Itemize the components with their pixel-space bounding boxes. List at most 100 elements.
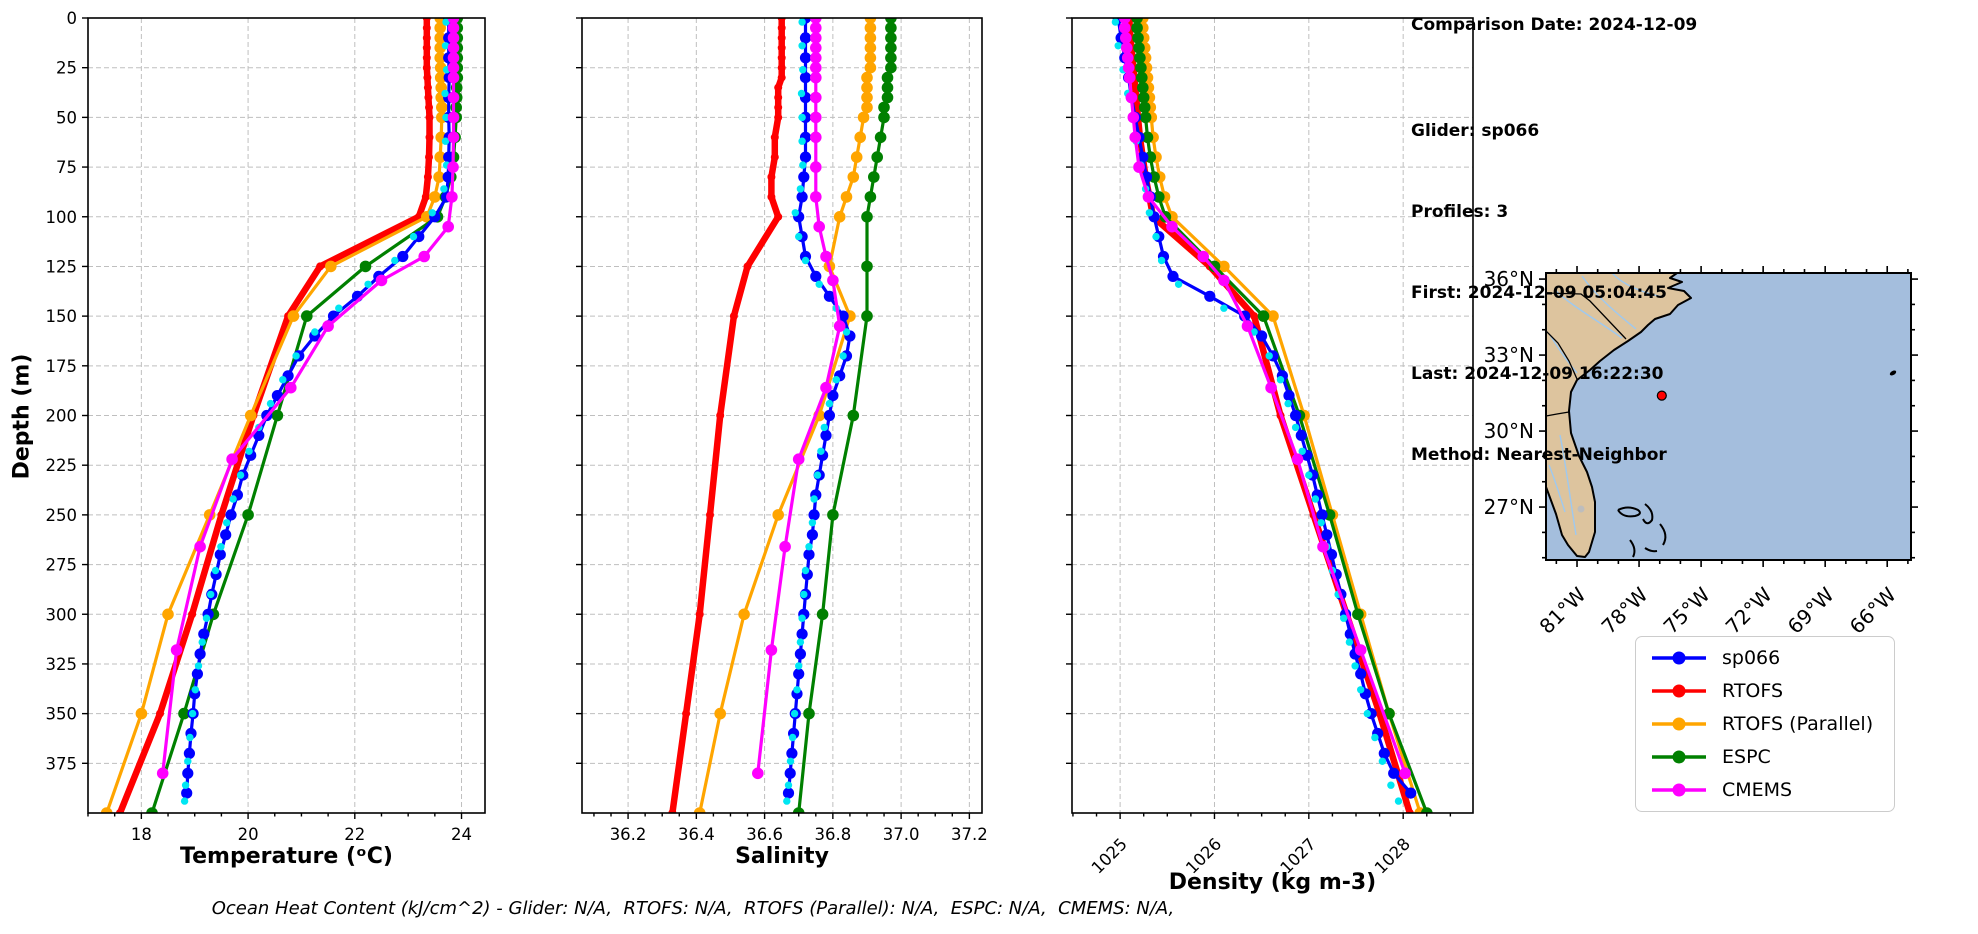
- legend: sp066 RTOFS RTOFS (Parallel) ESPC CMEMS: [1635, 636, 1895, 812]
- last-profile-time-text: Last: 2024-12-09 16:22:30: [1411, 364, 1664, 384]
- y-tick-label: 350: [46, 705, 78, 724]
- bermuda-island: [1889, 370, 1897, 376]
- x-tick-label: 18: [131, 825, 152, 844]
- markers-sp066-raw-salinity: [783, 18, 851, 805]
- x-tick-label: 36.4: [678, 825, 715, 844]
- y-tick-label: 50: [56, 108, 77, 127]
- island: [1642, 503, 1654, 525]
- map-ticks: [1539, 266, 1918, 567]
- legend-marker-icon: [1652, 750, 1706, 764]
- y-tick-label: 0: [67, 9, 78, 28]
- legend-label: sp066: [1722, 646, 1781, 669]
- line-cmems-temperature: [161, 18, 456, 774]
- state-border: [1546, 292, 1627, 340]
- x-axis-title-temperature: Temperature (ᵒC): [180, 844, 393, 869]
- legend-label: ESPC: [1722, 746, 1771, 769]
- legend-marker-icon: [1652, 684, 1706, 698]
- markers-cmems-density: [1119, 18, 1411, 780]
- markers-sp066-raw-temperature: [180, 18, 451, 805]
- series-salinity: [668, 18, 897, 813]
- x-tick-label: 36.8: [814, 825, 851, 844]
- first-profile-time-text: First: 2024-12-09 05:04:45: [1411, 283, 1668, 303]
- x-tick-label: 24: [451, 825, 472, 844]
- y-tick-label: 225: [46, 456, 78, 475]
- ticks-temperature: [82, 17, 463, 819]
- method-text: Method: Nearest-Neighbor: [1411, 445, 1667, 465]
- markers-cmems-salinity: [752, 18, 846, 780]
- grid-temperature: [88, 18, 485, 813]
- x-axis-title-density: Density (kg m-3): [1168, 870, 1377, 895]
- legend-label: RTOFS: [1722, 679, 1784, 702]
- x-tick-label: 36.6: [746, 825, 783, 844]
- markers-rtofs-salinity: [668, 18, 786, 813]
- y-tick-labels: 0 25 50 75 100 125 150 175 200 225 250 275 300 325 350…: [46, 9, 78, 773]
- x-tick-labels-temperature: 18 20 22 24: [131, 825, 472, 844]
- legend-label: RTOFS (Parallel): [1722, 712, 1874, 735]
- y-tick-label: 325: [46, 655, 78, 674]
- x-axis-title-salinity: Salinity: [735, 844, 829, 869]
- y-tick-label: 75: [56, 158, 77, 177]
- y-tick-label: 125: [46, 257, 78, 276]
- state-border: [1546, 411, 1570, 417]
- map-lon-label: 69°W: [1783, 582, 1839, 638]
- profiles-count-text: Profiles: 3: [1411, 202, 1509, 222]
- glider-name-text: Glider: sp066: [1411, 121, 1540, 141]
- comparison-date-text: Comparison Date: 2024-12-09: [1411, 15, 1698, 35]
- panel-salinity: 36.2 36.4 36.6 36.8 37.0 37.2: [576, 17, 988, 844]
- river: [1549, 334, 1578, 374]
- y-tick-label: 375: [46, 754, 78, 773]
- map-lon-label: 75°W: [1659, 582, 1715, 638]
- ticks-salinity: [576, 17, 971, 819]
- legend-item-sp066: sp066: [1650, 647, 1894, 669]
- location-map: [1546, 273, 1911, 560]
- river: [1611, 273, 1664, 298]
- series-temperature: [100, 18, 464, 813]
- markers-cmems-temperature: [156, 18, 460, 780]
- x-tick-label: 20: [238, 825, 259, 844]
- map-lon-label: 81°W: [1535, 582, 1591, 638]
- y-tick-label: 275: [46, 556, 78, 575]
- y-tick-label: 300: [46, 605, 78, 624]
- legend-item-rtofs-parallel-: RTOFS (Parallel): [1650, 713, 1894, 735]
- line-sp066-temperature: [185, 18, 451, 794]
- x-tick-labels-salinity: 36.2 36.4 36.6 36.8 37.0 37.2: [610, 825, 988, 844]
- map-state-borders: [1546, 292, 1627, 417]
- island: [1644, 547, 1658, 553]
- map-lat-label: 30°N: [1484, 419, 1534, 443]
- river: [1559, 434, 1577, 536]
- markers-espc-salinity: [792, 18, 897, 813]
- legend-dot: [1672, 783, 1686, 797]
- map-lon-label: 78°W: [1597, 582, 1653, 638]
- river: [1581, 275, 1637, 330]
- legend-dot: [1672, 651, 1686, 665]
- map-bahamas-islands: [1617, 503, 1667, 558]
- y-tick-label: 150: [46, 307, 78, 326]
- map-rivers: [1548, 273, 1664, 536]
- island: [1617, 506, 1641, 518]
- x-tick-label: 22: [344, 825, 365, 844]
- map-lat-label: 27°N: [1484, 495, 1534, 519]
- state-border: [1546, 330, 1578, 380]
- y-tick-label: 250: [46, 506, 78, 525]
- legend-item-cmems: CMEMS: [1650, 779, 1894, 801]
- lake-okeechobee: [1577, 505, 1585, 513]
- legend-item-rtofs: RTOFS: [1650, 680, 1894, 702]
- y-tick-label: 175: [46, 357, 78, 376]
- map-lon-label: 72°W: [1721, 582, 1777, 638]
- legend-item-espc: ESPC: [1650, 746, 1894, 768]
- river: [1548, 464, 1566, 513]
- island: [1629, 539, 1636, 558]
- legend-dot: [1672, 717, 1686, 731]
- y-tick-label: 25: [56, 59, 77, 78]
- island: [1659, 523, 1667, 546]
- x-tick-label: 37.0: [883, 825, 920, 844]
- map-frame: [1545, 272, 1912, 561]
- legend-label: CMEMS: [1722, 779, 1793, 802]
- ocean-heat-content-footnote: Ocean Heat Content (kJ/cm^2) - Glider: N…: [211, 898, 1175, 919]
- markers-sp066-temperature: [181, 18, 455, 799]
- y-tick-label: 200: [46, 407, 78, 426]
- legend-dot: [1672, 750, 1686, 764]
- legend-marker-icon: [1652, 651, 1706, 665]
